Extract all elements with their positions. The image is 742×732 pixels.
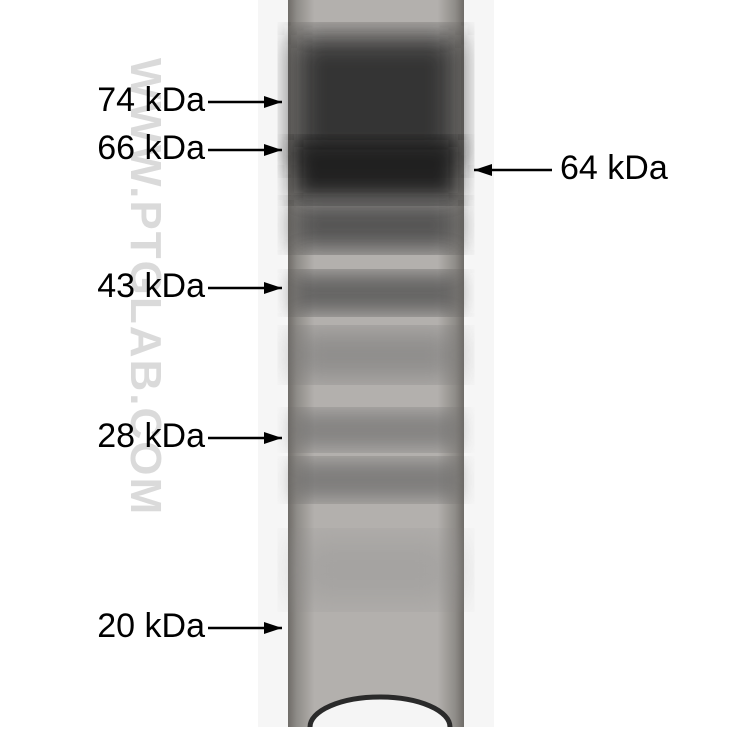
marker-label-left: 20 kDa — [97, 607, 205, 646]
marker-label-right: 64 kDa — [560, 149, 668, 188]
band — [294, 460, 458, 500]
band — [294, 273, 458, 313]
band — [294, 535, 458, 605]
marker-label-left: 74 kDa — [97, 81, 205, 120]
western-blot-figure: WWW.PTGLAB.COM 74 kDa66 kDa43 kDa28 kDa2… — [0, 0, 742, 727]
band — [294, 330, 458, 380]
marker-label-left: 43 kDa — [97, 267, 205, 306]
marker-label-left: 28 kDa — [97, 417, 205, 456]
band — [294, 411, 458, 449]
band — [294, 140, 458, 200]
marker-label-left: 66 kDa — [97, 129, 205, 168]
band — [294, 200, 458, 250]
